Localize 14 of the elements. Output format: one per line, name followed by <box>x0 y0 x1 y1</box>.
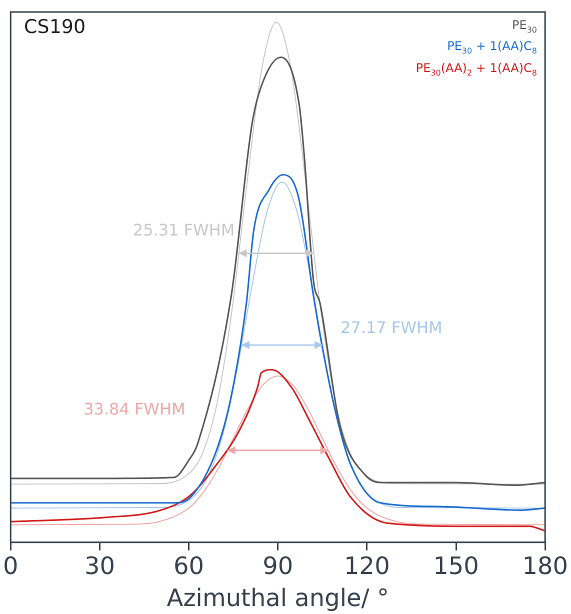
text: PE$_{30}$(AA)$_{2}$ + 1(AA)C$_{8}$ <box>416 60 537 80</box>
x-tick-label: 150 <box>433 552 479 580</box>
x-tick-label: 30 <box>84 552 115 580</box>
annotation: 27.17 FWHM <box>340 318 442 338</box>
annotation: 33.84 FWHM <box>84 400 186 419</box>
x-tick-label: 90 <box>262 552 294 580</box>
x-tick-label: 60 <box>174 552 204 580</box>
x-axis-title: Azimuthal angle/ ° <box>166 584 389 612</box>
chart-title: CS190 <box>24 16 86 38</box>
x-tick-label: 180 <box>522 552 568 580</box>
text: PE$_{30}$ <box>510 17 537 36</box>
text: PE$_{30}$ + 1(AA)C$_{8}$ <box>446 38 537 58</box>
x-tick-label: 0 <box>2 552 18 580</box>
x-tick-label: 120 <box>344 552 390 580</box>
